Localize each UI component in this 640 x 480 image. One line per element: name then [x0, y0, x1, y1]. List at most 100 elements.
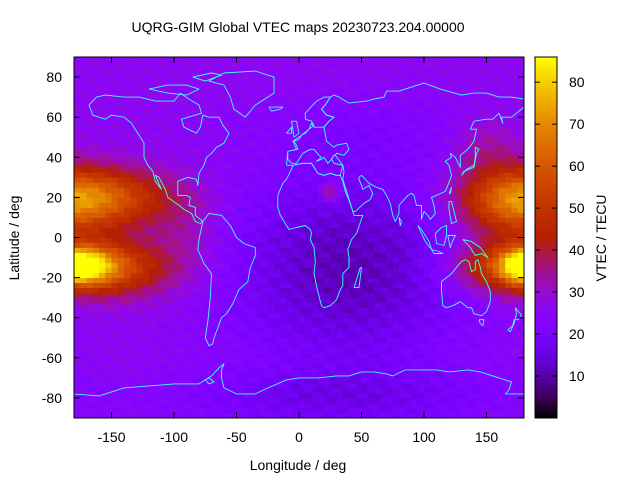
heat-cell [480, 362, 487, 369]
heat-cell [336, 347, 344, 354]
heat-cell [367, 182, 375, 188]
heat-cell [242, 302, 250, 309]
heat-cell [130, 412, 137, 419]
heat-cell [111, 102, 119, 108]
heat-cell [511, 312, 519, 319]
heat-cell [74, 212, 81, 218]
heat-cell [274, 112, 281, 118]
heat-cell [211, 72, 219, 78]
heat-cell [449, 332, 456, 339]
heat-cell [349, 397, 356, 404]
heat-cell [442, 367, 450, 374]
heat-cell [486, 377, 494, 384]
heat-cell [461, 172, 469, 178]
heat-cell [211, 407, 219, 414]
heat-cell [511, 382, 519, 389]
heat-cell [167, 402, 175, 409]
heat-cell [142, 212, 150, 218]
heat-cell [467, 97, 475, 103]
heat-cell [136, 287, 144, 294]
heat-cell [99, 187, 106, 193]
heat-cell [267, 207, 275, 213]
heat-cell [186, 167, 194, 173]
heat-cell [299, 152, 306, 158]
heat-cell [455, 172, 462, 178]
heat-cell [380, 157, 387, 163]
heat-cell [405, 217, 412, 223]
heat-cell [442, 387, 450, 394]
heat-cell [74, 277, 81, 284]
heat-cell [111, 407, 119, 414]
heat-cell [155, 297, 162, 304]
heat-cell [499, 372, 506, 379]
heat-cell [242, 332, 250, 339]
heat-cell [186, 407, 194, 414]
heat-cell [236, 372, 244, 379]
heat-cell [399, 212, 406, 218]
heat-cell [192, 72, 200, 78]
heat-cell [74, 217, 81, 223]
heat-cell [142, 207, 150, 213]
heat-cell [280, 152, 287, 158]
heat-cell [511, 282, 519, 289]
heat-cell [142, 407, 150, 414]
heat-cell [136, 342, 144, 349]
heat-cell [199, 247, 206, 253]
heat-cell [242, 77, 250, 83]
heat-cell [217, 137, 225, 143]
heat-cell [324, 167, 331, 173]
heat-cell [449, 112, 456, 118]
heat-cell [349, 202, 356, 208]
heat-cell [186, 157, 194, 163]
heat-cell [355, 307, 362, 314]
heat-cell [480, 412, 487, 419]
heat-cell [199, 142, 206, 148]
heat-cell [142, 247, 150, 253]
heat-cell [224, 192, 231, 198]
heat-cell [461, 287, 469, 294]
heat-cell [461, 72, 469, 78]
heat-cell [336, 367, 344, 374]
heat-cell [355, 92, 362, 98]
heat-cell [324, 327, 331, 334]
heat-cell [186, 92, 194, 98]
heat-cell [242, 107, 250, 113]
heat-cell [130, 92, 137, 98]
heat-cell [124, 232, 131, 238]
heat-cell [117, 222, 125, 228]
heat-cell [205, 192, 212, 198]
heat-cell [386, 187, 394, 193]
heat-cell [180, 232, 187, 238]
heat-cell [492, 377, 500, 384]
heat-cell [461, 167, 469, 173]
heat-cell [161, 377, 169, 384]
heat-cell [249, 237, 256, 243]
heat-cell [392, 197, 400, 203]
heat-cell [417, 107, 425, 113]
heat-cell [236, 232, 244, 238]
heat-cell [486, 222, 494, 228]
heat-cell [442, 112, 450, 118]
heat-cell [130, 397, 137, 404]
heat-cell [367, 297, 375, 304]
heat-cell [492, 237, 500, 243]
heat-cell [324, 232, 331, 238]
heat-cell [117, 307, 125, 314]
heat-cell [155, 392, 162, 399]
heat-cell [192, 197, 200, 203]
heat-cell [255, 142, 262, 148]
heat-cell [80, 102, 87, 108]
heat-cell [280, 272, 287, 279]
heat-cell [486, 257, 494, 263]
heat-cell [249, 367, 256, 374]
heat-cell [311, 367, 319, 374]
heat-cell [80, 232, 87, 238]
heat-cell [380, 132, 387, 138]
heat-cell [142, 287, 150, 294]
heat-cell [430, 272, 437, 279]
heat-cell [292, 117, 300, 123]
heat-cell [361, 297, 369, 304]
heat-cell [180, 157, 187, 163]
heat-cell [486, 307, 494, 314]
heat-cell [105, 242, 112, 248]
